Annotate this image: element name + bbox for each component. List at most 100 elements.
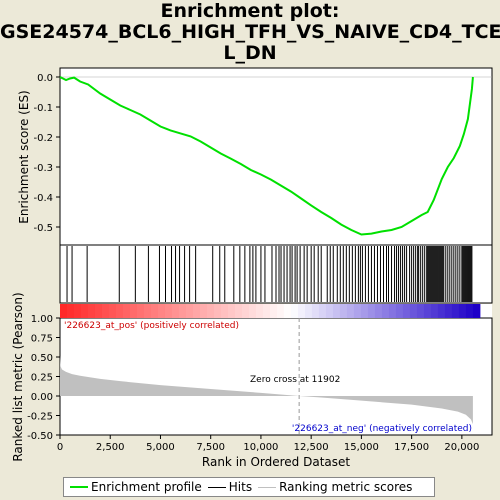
rank-colorbar-segment [269, 304, 278, 318]
rank-colorbar-segment [87, 304, 96, 318]
rank-colorbar-segment [367, 304, 376, 318]
rank-colorbar-segment [157, 304, 166, 318]
rank-colorbar-segment [67, 304, 75, 318]
rank-colorbar-segment [437, 304, 446, 318]
rank-colorbar-segment [115, 304, 124, 318]
legend-item-metric: Ranking metric scores [258, 480, 412, 494]
enrichment-profile-line [59, 76, 474, 236]
rank-colorbar-segment [220, 304, 229, 318]
es-ytick-label: -0.3 [33, 163, 53, 174]
metric-panel-frame [59, 317, 493, 436]
rank-colorbar-segment [248, 304, 257, 318]
legend: Enrichment profile Hits Ranking metric s… [63, 477, 435, 497]
ranking-metric-area [60, 355, 473, 425]
rank-colorbar-segment [332, 304, 341, 318]
rank-colorbar-segment [339, 304, 348, 318]
rank-colorbar-segment [136, 304, 145, 318]
pos-annotation: '226623_at_pos' (positively correlated) [64, 321, 239, 331]
metric-ytick-label: 1.00 [31, 314, 53, 325]
neg-annotation: '226623_at_neg' (negatively correlated) [292, 424, 472, 434]
rank-colorbar-segment [276, 304, 285, 318]
rank-colorbar-segment [290, 304, 299, 318]
metric-xtick-label: 0 [57, 442, 63, 453]
legend-swatch-metric [258, 486, 277, 488]
rank-colorbar-segment [81, 304, 89, 318]
legend-swatch-hits [207, 486, 226, 488]
es-ylabel: Enrichment score (ES) [17, 90, 31, 223]
rank-colorbar-segment [101, 304, 110, 318]
rank-colorbar-segment [241, 304, 250, 318]
rank-colorbar-segment [416, 304, 425, 318]
legend-label-metric: Ranking metric scores [279, 480, 413, 494]
metric-xtick-label: 7,500 [196, 442, 225, 453]
metric-ytick-label: 0.25 [31, 373, 53, 384]
rank-colorbar-segment [108, 304, 117, 318]
rank-colorbar-segment [472, 304, 481, 318]
rank-colorbar-segment [185, 304, 194, 318]
rank-colorbar-segment [311, 304, 320, 318]
rank-colorbar-segment [150, 304, 159, 318]
metric-ylabel: Ranked list metric (Pearson) [11, 292, 25, 461]
rank-colorbar-segment [74, 304, 82, 318]
es-ytick-label: -0.5 [33, 223, 53, 234]
rank-colorbar-segment [122, 304, 131, 318]
metric-xtick-label: 2,500 [96, 442, 125, 453]
legend-label-enrichment: Enrichment profile [91, 480, 202, 494]
metric-xtick-label: 17,500 [394, 442, 429, 453]
rank-colorbar-segment [374, 304, 383, 318]
rank-colorbar-segment [346, 304, 355, 318]
rank-colorbar-segment [325, 304, 334, 318]
metric-ytick-label: -0.50 [27, 431, 53, 442]
rank-colorbar-segment [402, 304, 411, 318]
metric-ytick-label: -0.25 [27, 412, 53, 423]
rank-colorbar-segment [227, 304, 236, 318]
rank-colorbar-segment [60, 304, 68, 318]
metric-xtick-label: 20,000 [444, 442, 479, 453]
es-ytick-label: -0.1 [33, 103, 53, 114]
rank-colorbar-segment [297, 304, 306, 318]
rank-colorbar-segment [129, 304, 138, 318]
rank-colorbar-segment [143, 304, 152, 318]
legend-item-enrichment: Enrichment profile [70, 480, 202, 494]
rank-colorbar-segment [199, 304, 208, 318]
metric-xtick-label: 5,000 [146, 442, 175, 453]
rank-colorbar-segment [171, 304, 180, 318]
rank-colorbar-segment [395, 304, 404, 318]
rank-colorbar-segment [318, 304, 327, 318]
rank-colorbar-segment [192, 304, 201, 318]
legend-label-hits: Hits [228, 480, 253, 494]
rank-colorbar-segment [262, 304, 271, 318]
rank-colorbar-segment [234, 304, 243, 318]
rank-colorbar-segment [206, 304, 215, 318]
rank-colorbar-segment [465, 304, 474, 318]
metric-xtick-label: 15,000 [344, 442, 379, 453]
rank-colorbar-segment [423, 304, 432, 318]
rank-colorbar-segment [444, 304, 453, 318]
rank-colorbar-segment [451, 304, 460, 318]
rank-colorbar-segment [304, 304, 313, 318]
rank-colorbar-segment [164, 304, 173, 318]
metric-ytick-label: 0.75 [31, 334, 53, 345]
chart-title: Enrichment plot: GSE24574_BCL6_HIGH_TFH_… [0, 1, 500, 64]
es-ytick-label: -0.2 [33, 133, 53, 144]
rank-colorbar-segment [255, 304, 264, 318]
metric-xtick-label: 12,500 [294, 442, 329, 453]
es-ytick-label: 0.0 [37, 73, 53, 84]
rank-colorbar-segment [94, 304, 103, 318]
legend-swatch-enrichment [70, 486, 88, 488]
rank-colorbar-segment [430, 304, 439, 318]
rank-colorbar-segment [388, 304, 397, 318]
rank-colorbar-segment [458, 304, 467, 318]
rank-colorbar-segment [360, 304, 369, 318]
metric-ytick-label: 0.00 [31, 392, 53, 403]
metric-xlabel: Rank in Ordered Dataset [202, 455, 350, 469]
zero-cross-annotation: Zero cross at 11902 [250, 375, 340, 385]
rank-colorbar-segment [409, 304, 418, 318]
metric-xtick-label: 10,000 [243, 442, 278, 453]
es-ytick-label: -0.4 [33, 193, 53, 204]
chart-title-line-1: Enrichment plot: [160, 0, 340, 22]
legend-item-hits: Hits [207, 480, 253, 494]
chart-title-line-3: L_DN [223, 42, 277, 64]
rank-colorbar-segment [381, 304, 390, 318]
